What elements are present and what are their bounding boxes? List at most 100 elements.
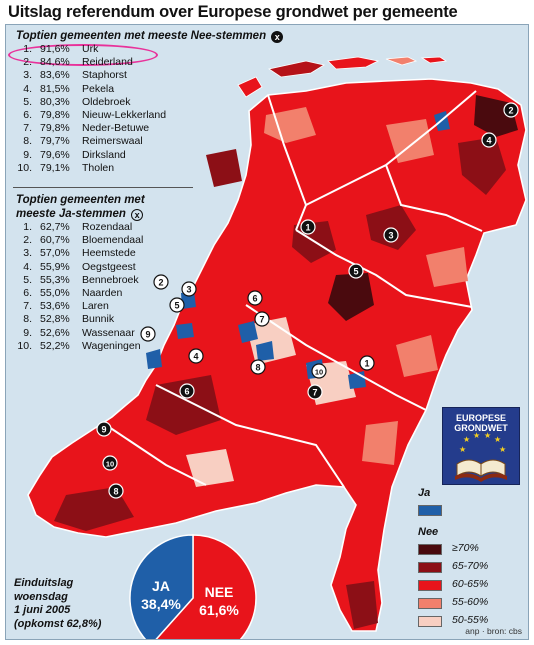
ja-marker: 7 [254, 311, 270, 327]
list-item-town: Tholen [82, 161, 115, 174]
list-item-town: Neder-Betuwe [82, 122, 150, 135]
result-caption: Einduitslag woensdag 1 juni 2005 (opkoms… [14, 577, 101, 631]
list-item-rank: 3. [23, 247, 32, 260]
list-item-rank: 8. [23, 313, 32, 326]
list-item-rank: 6. [23, 108, 32, 121]
nee-marker: 8 [108, 483, 124, 499]
list-item-town: Bunnik [82, 313, 115, 326]
list-item: 8. 52,8% Bunnik [16, 313, 188, 326]
legend-row: 50-55% [418, 613, 518, 631]
nee-marker-label: 6 [184, 386, 189, 396]
legend-label: 60-65% [452, 578, 489, 590]
list-item-rank: 2. [23, 56, 32, 69]
list-item-pct: 79,1% [40, 161, 70, 174]
list-item-pct: 79,7% [40, 135, 70, 148]
list-item-town: Heemstede [82, 247, 136, 260]
list-item: 9. 79,6% Dirksland [16, 149, 188, 162]
ja-marker-label: 7 [259, 314, 264, 324]
nee-marker: 9 [96, 421, 112, 437]
ja-marker: 6 [247, 290, 263, 306]
ja-ranking: Toptien gemeenten met meeste Ja-stemmen … [16, 193, 188, 353]
ja-marker-label: 3 [186, 284, 191, 294]
map-frame: Toptien gemeenten met meeste Nee-stemmen… [5, 24, 529, 640]
list-item-pct: 52,6% [40, 326, 70, 339]
nee-marker: 6 [179, 383, 195, 399]
ja-marker-label: 4 [193, 351, 198, 361]
ja-marker-label: 2 [158, 277, 163, 287]
list-item-town: Reiderland [82, 56, 133, 69]
legend-row: 55-60% [418, 595, 518, 613]
pie-slice-ja [129, 534, 194, 639]
legend-ja-row [418, 502, 518, 520]
list-item-pct: 52,2% [40, 339, 70, 352]
nee-ranking-rows: 1. 91,6% Urk 2. 84,6% Reiderland 3. 83,6% Stapho… [16, 43, 188, 175]
caption-line-3: 1 juni 2005 [14, 604, 71, 616]
ja-marker: 3 [181, 281, 197, 297]
list-item-pct: 62,7% [40, 221, 70, 233]
pie-nee-label: NEE [205, 584, 234, 600]
nee-marker-label: 4 [486, 135, 491, 145]
ja-marker: 10 [311, 363, 327, 379]
list-item: 9. 52,6% Wassenaar [16, 327, 188, 340]
nee-marker: 4 [481, 132, 497, 148]
list-item-pct: 91,6% [40, 43, 70, 55]
list-item-town: Urk [82, 43, 99, 55]
list-item-pct: 79,6% [40, 148, 70, 161]
list-item-town: Naarden [82, 286, 123, 299]
list-item-rank: 9. [23, 326, 32, 339]
list-item: 7. 79,8% Neder-Betuwe [16, 122, 188, 135]
nee-ranking-heading-text: Toptien gemeenten met meeste Nee-stemmen [16, 30, 267, 42]
list-item: 5. 55,3% Bennebroek [16, 274, 188, 287]
legend-label: 55-60% [452, 596, 489, 608]
legend-label: ≥70% [452, 542, 479, 554]
list-item-rank: 7. [23, 300, 32, 313]
list-item-rank: 5. [23, 273, 32, 286]
nee-marker: 10 [102, 455, 118, 471]
list-item: 7. 53,6% Laren [16, 300, 188, 313]
list-item: 6. 55,0% Naarden [16, 287, 188, 300]
list-item-rank: 1. [23, 221, 32, 233]
list-item-pct: 55,3% [40, 273, 70, 286]
nee-marker-icon: x [271, 31, 284, 43]
legend-row: 65-70% [418, 559, 518, 577]
ja-ranking-heading-text: meeste Ja-stemmen [16, 208, 126, 220]
ja-ranking-heading-line1: Toptien gemeenten met [16, 194, 145, 206]
list-item-rank: 4. [23, 260, 32, 273]
list-item-pct: 80,3% [40, 95, 70, 108]
list-item-pct: 52,8% [40, 313, 70, 326]
list-item-town: Laren [82, 300, 109, 313]
legend-nee-heading: Nee [418, 526, 439, 538]
list-item-rank: 2. [23, 234, 32, 247]
ranking-markers-layer: 1 2 3 4 5 6 7 8 9 10 1 2 3 4 5 6 7 8 9 10 [96, 102, 519, 499]
ja-marker-icon: x [131, 209, 144, 221]
map-legend: Ja Nee ≥70% 65-70% 60-65% 55-60% 50-55% [418, 487, 518, 631]
list-item: 2. 60,7% Bloemendaal [16, 234, 188, 247]
list-item-pct: 84,6% [40, 56, 70, 69]
ja-ranking-heading: meeste Ja-stemmen x [16, 207, 188, 221]
list-item: 4. 81,5% Pekela [16, 83, 188, 96]
list-item-pct: 60,7% [40, 234, 70, 247]
result-pie-chart: JA 38,4% NEE 61,6% [129, 534, 257, 639]
list-item: 10. 52,2% Wageningen [16, 340, 188, 353]
ja-marker-label: 6 [252, 293, 257, 303]
svg-text:★: ★ [459, 445, 466, 454]
legend-ja-heading: Ja [418, 487, 431, 499]
list-item-town: Bloemendaal [82, 234, 144, 247]
list-item: 1. 62,7% Rozendaal [16, 221, 188, 234]
list-item-rank: 9. [23, 148, 32, 161]
list-item-town: Oldebroek [82, 95, 131, 108]
list-item-town: Wageningen [82, 339, 141, 352]
nee-marker: 5 [348, 263, 364, 279]
legend-swatch [418, 562, 442, 573]
nee-marker-label: 3 [388, 230, 393, 240]
ja-marker: 9 [140, 326, 156, 342]
page-title: Uitslag referendum over Europese grondwe… [8, 3, 458, 21]
ja-marker: 1 [359, 355, 375, 371]
logo-line2: GRONDWET [454, 423, 508, 433]
list-item: 6. 79,8% Nieuw-Lekkerland [16, 109, 188, 122]
ja-marker-label: 10 [315, 367, 323, 376]
list-item-rank: 10. [17, 161, 32, 174]
legend-label: 50-55% [452, 614, 489, 626]
list-item-town: Staphorst [82, 69, 127, 82]
nee-marker-label: 9 [101, 424, 106, 434]
